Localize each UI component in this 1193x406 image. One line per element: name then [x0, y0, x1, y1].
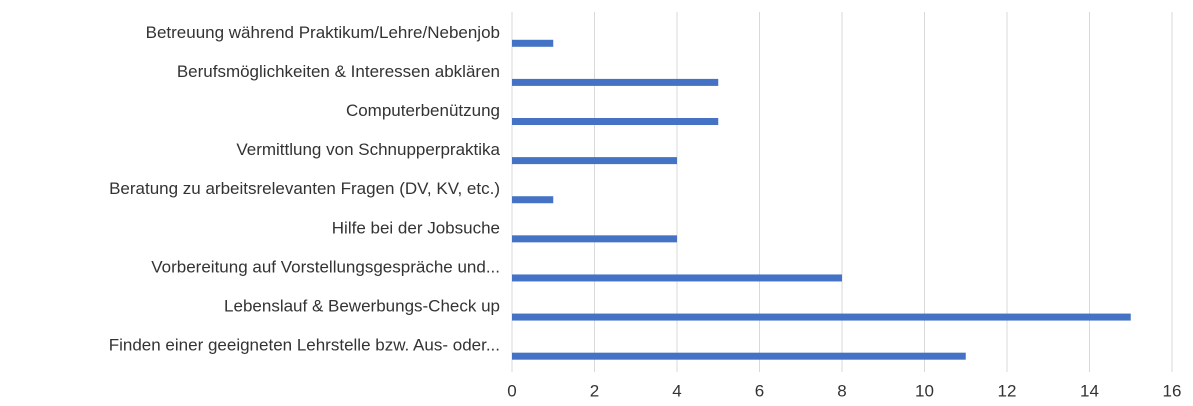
y-tick-label: Berufsmöglichkeiten & Interessen abkläre… — [177, 62, 500, 81]
y-tick-label: Vermittlung von Schnupperpraktika — [236, 140, 500, 159]
bar — [512, 313, 1131, 321]
x-tick-label: 2 — [590, 381, 599, 400]
bar — [512, 352, 966, 360]
x-tick-label: 0 — [507, 381, 516, 400]
x-tick-label: 6 — [755, 381, 764, 400]
bar — [512, 118, 719, 126]
x-tick-label: 10 — [915, 381, 934, 400]
x-tick-label: 14 — [1080, 381, 1099, 400]
bar — [512, 39, 554, 47]
y-tick-label: Betreuung während Praktikum/Lehre/Nebenj… — [146, 23, 500, 42]
y-tick-label: Vorbereitung auf Vorstellungsgespräche u… — [151, 257, 500, 276]
bar — [512, 157, 677, 165]
bar — [512, 274, 842, 282]
x-tick-label: 12 — [998, 381, 1017, 400]
y-tick-label: Computerbenützung — [346, 101, 500, 120]
y-tick-label: Lebenslauf & Bewerbungs-Check up — [224, 297, 500, 316]
y-tick-label: Beratung zu arbeitsrelevanten Fragen (DV… — [109, 179, 500, 198]
x-tick-label: 4 — [672, 381, 681, 400]
bar — [512, 196, 554, 204]
y-tick-label: Finden einer geeigneten Lehrstelle bzw. … — [109, 336, 500, 355]
bar — [512, 78, 719, 86]
bar — [512, 235, 677, 243]
x-tick-label: 8 — [837, 381, 846, 400]
x-tick-label: 16 — [1163, 381, 1182, 400]
y-tick-label: Hilfe bei der Jobsuche — [332, 218, 500, 237]
